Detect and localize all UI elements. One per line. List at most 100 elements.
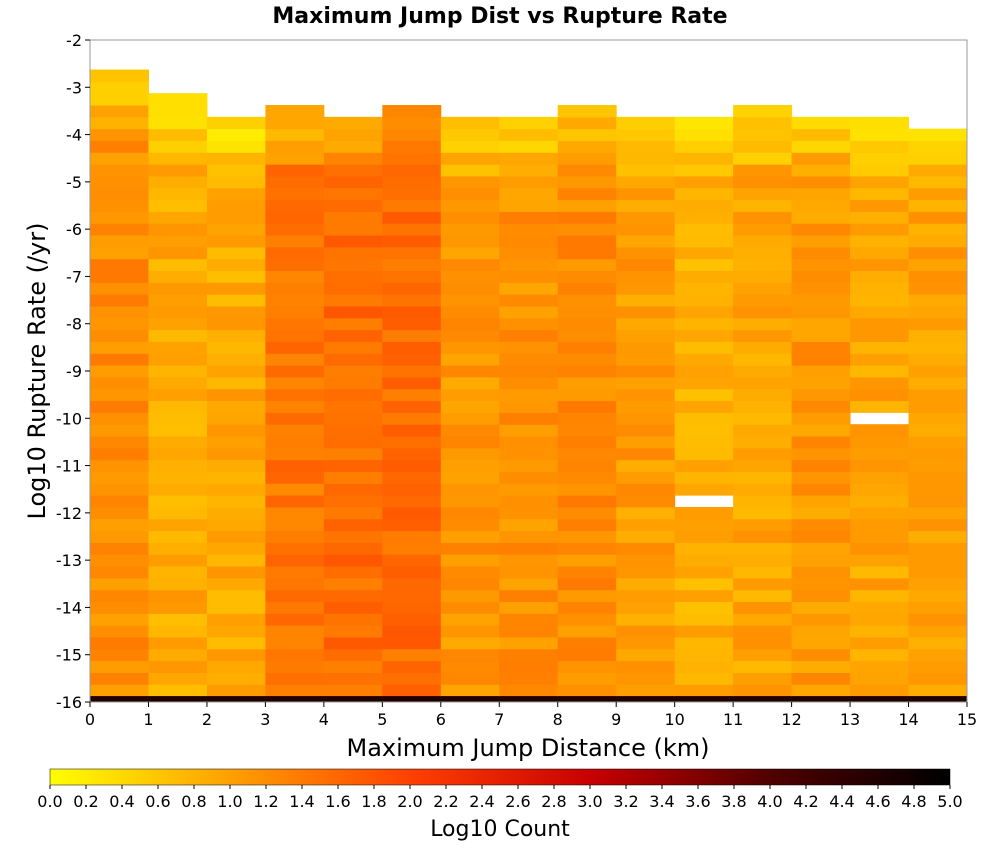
heatmap-cell — [499, 116, 559, 130]
heatmap-cell — [791, 305, 851, 319]
heatmap-cell — [674, 341, 734, 354]
heatmap-cell — [323, 672, 383, 685]
heatmap-cell — [440, 648, 500, 662]
heatmap-cell — [382, 140, 442, 153]
heatmap-cell — [206, 175, 266, 189]
heatmap-cell — [440, 246, 500, 260]
heatmap-cell — [791, 601, 851, 614]
colorbar — [49, 768, 951, 786]
heatmap-cell — [440, 211, 500, 224]
heatmap-cell — [616, 211, 676, 224]
heatmap-cell — [148, 376, 208, 390]
heatmap-cell — [265, 459, 325, 472]
heatmap-cell — [908, 282, 968, 295]
x-axis: 0 1 2 3 4 5 6 7 8 9 10 11 12 13 14 15 — [85, 702, 977, 729]
heatmap-cell — [382, 400, 442, 413]
heatmap-cell — [148, 388, 208, 402]
heatmap-cell — [791, 164, 851, 177]
heatmap-cell — [440, 483, 500, 496]
colorbar-tick-label: 5.0 — [937, 792, 962, 811]
colorbar-tick-label: 0.4 — [109, 792, 134, 811]
heatmap-cell — [148, 483, 208, 496]
heatmap-cell — [206, 495, 266, 508]
heatmap-cell — [674, 672, 734, 685]
heatmap-cell — [733, 317, 793, 331]
colorbar-tick-label: 3.6 — [685, 792, 710, 811]
heatmap-cell — [265, 317, 325, 331]
heatmap-cell — [90, 530, 149, 543]
heatmap-cell — [206, 270, 266, 283]
heatmap-cell — [90, 223, 149, 236]
heatmap-cell — [850, 471, 910, 484]
heatmap-cell — [791, 447, 851, 461]
plot-area — [90, 69, 968, 702]
heatmap-cell — [382, 187, 442, 201]
heatmap-cell — [791, 566, 851, 579]
heatmap-cell — [206, 400, 266, 413]
heatmap-cell — [791, 128, 851, 141]
heatmap-cell — [440, 353, 500, 366]
heatmap-cell — [908, 140, 968, 153]
heatmap-cell — [382, 317, 442, 331]
heatmap-cell — [557, 542, 617, 555]
heatmap-cell — [557, 412, 617, 425]
heatmap-cell — [733, 353, 793, 366]
colorbar-tick-label: 2.4 — [469, 792, 494, 811]
heatmap-cell-bottom — [791, 696, 851, 702]
heatmap-cell — [440, 140, 500, 153]
heatmap-cell-bottom — [499, 696, 559, 702]
y-tick-label: -7 — [66, 267, 82, 286]
heatmap-cell — [616, 601, 676, 614]
heatmap-cell — [616, 187, 676, 201]
heatmap-cell — [440, 412, 500, 425]
heatmap-cell — [90, 128, 149, 141]
heatmap-cell — [90, 518, 149, 532]
heatmap-cell — [557, 152, 617, 165]
heatmap-cell — [382, 329, 442, 342]
heatmap-cell — [265, 400, 325, 413]
heatmap-cell — [733, 270, 793, 283]
heatmap-cell — [265, 436, 325, 449]
heatmap-cell — [733, 365, 793, 378]
heatmap-cell — [616, 235, 676, 248]
heatmap-cell — [908, 128, 968, 141]
colorbar-tick-label: 1.0 — [217, 792, 242, 811]
heatmap-cell — [850, 246, 910, 260]
heatmap-cell — [323, 235, 383, 248]
heatmap-cell — [674, 258, 734, 272]
heatmap-cell — [265, 672, 325, 685]
heatmap-cell — [90, 660, 149, 673]
heatmap-cell — [206, 187, 266, 201]
heatmap-cell — [674, 116, 734, 130]
heatmap-cell — [850, 223, 910, 236]
heatmap-cell — [323, 459, 383, 472]
heatmap-cell — [382, 601, 442, 614]
heatmap-cell — [616, 294, 676, 307]
heatmap-cell — [148, 589, 208, 603]
heatmap-cell — [733, 258, 793, 272]
heatmap-cell — [674, 353, 734, 366]
colorbar-tick-label: 1.6 — [325, 792, 350, 811]
heatmap-cell — [206, 506, 266, 520]
heatmap-cell — [265, 471, 325, 484]
heatmap-cell — [557, 140, 617, 153]
heatmap-cell — [323, 518, 383, 532]
heatmap-cell — [90, 506, 149, 520]
heatmap-cell — [206, 518, 266, 532]
heatmap-cell — [323, 246, 383, 260]
heatmap-cell — [733, 577, 793, 591]
heatmap-cell — [791, 223, 851, 236]
heatmap-cell — [674, 187, 734, 201]
heatmap-cell — [323, 164, 383, 177]
heatmap-cell — [499, 305, 559, 319]
heatmap-cell — [148, 672, 208, 685]
heatmap-cell — [440, 294, 500, 307]
heatmap-cell — [791, 246, 851, 260]
heatmap-cell — [323, 294, 383, 307]
heatmap-cell — [499, 317, 559, 331]
heatmap-cell — [791, 483, 851, 496]
x-tick-label: 12 — [781, 710, 801, 729]
heatmap-cell — [265, 187, 325, 201]
heatmap-cell — [206, 294, 266, 307]
